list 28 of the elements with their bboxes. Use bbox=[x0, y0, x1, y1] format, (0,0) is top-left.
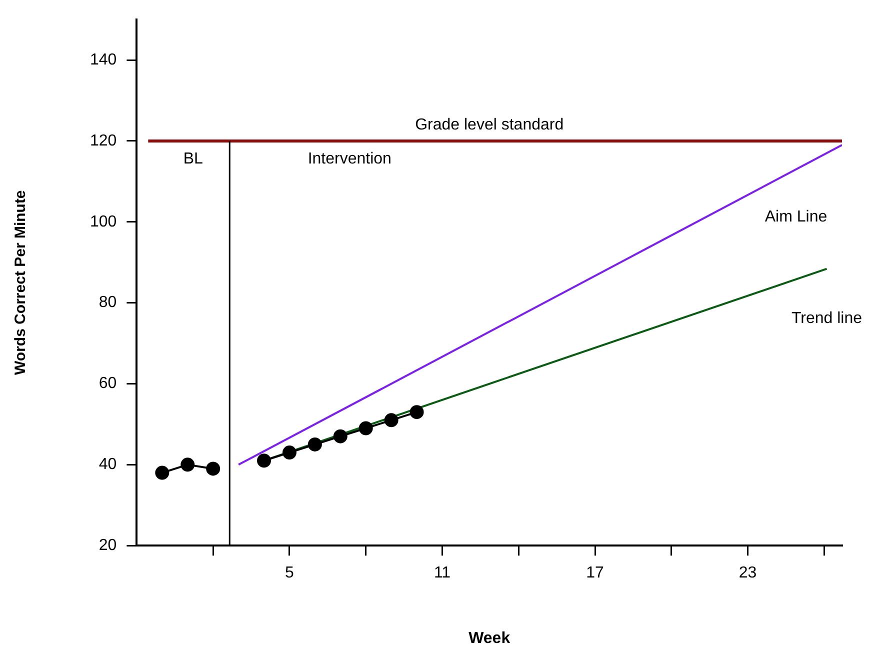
y-tick-label: 40 bbox=[98, 456, 117, 474]
series-label: Trend line bbox=[791, 310, 862, 328]
y-tick-label: 80 bbox=[98, 294, 117, 312]
x-tick-label: 11 bbox=[434, 564, 451, 582]
ref-line-label: Grade level standard bbox=[415, 116, 564, 134]
y-axis-title: Words Correct Per Minute bbox=[12, 190, 30, 375]
series-label: Aim Line bbox=[764, 208, 828, 226]
y-tick-label: 140 bbox=[90, 51, 117, 68]
point bbox=[180, 458, 195, 472]
y-tick-label: 100 bbox=[90, 213, 117, 230]
point bbox=[333, 429, 348, 444]
point bbox=[257, 454, 272, 468]
x-tick-label: 17 bbox=[586, 564, 604, 582]
point bbox=[155, 466, 170, 480]
point bbox=[410, 405, 424, 420]
point bbox=[358, 421, 373, 436]
y-tick-label: 60 bbox=[98, 375, 117, 392]
y-tick-label: 20 bbox=[98, 537, 117, 554]
annotation: Intervention bbox=[308, 150, 392, 168]
x-axis-title: Week bbox=[468, 630, 510, 647]
y-tick-label: 120 bbox=[90, 132, 117, 150]
x-tick-label: 23 bbox=[738, 564, 757, 582]
point bbox=[282, 446, 296, 460]
point bbox=[308, 437, 322, 452]
annotation: BL bbox=[183, 150, 204, 168]
point bbox=[384, 413, 398, 428]
x-tick-label: 5 bbox=[285, 564, 294, 582]
point bbox=[206, 462, 220, 476]
